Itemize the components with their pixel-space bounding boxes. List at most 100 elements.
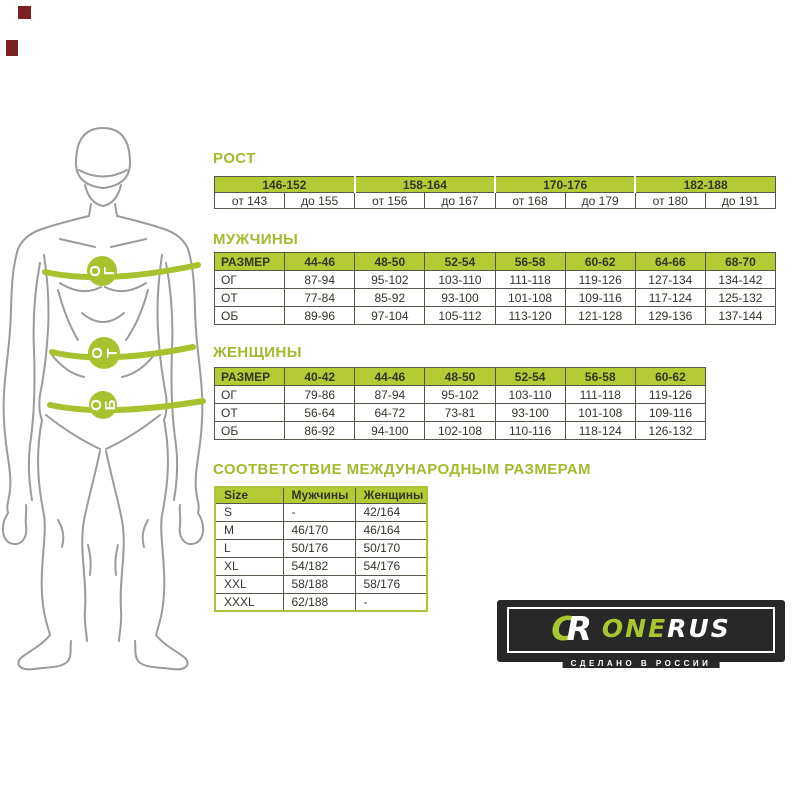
table-cell: 54/176 <box>354 556 428 576</box>
table-row: ОГ 87-94 95-102 103-110 111-118 119-126 127-13… <box>213 270 777 289</box>
table-cell: S <box>214 502 284 522</box>
international-sizes-table: Size Мужчины Женщины S -42/164 M 46/170 46/164… <box>214 486 428 612</box>
table-cell: 46/164 <box>354 520 428 540</box>
table-cell: 62/188 <box>282 592 356 612</box>
women-section-title: ЖЕНЩИНЫ <box>213 344 302 361</box>
table-cell: 110-116 <box>494 421 566 440</box>
table-cell: 118-124 <box>564 421 636 440</box>
waist-label-letter: О <box>89 347 106 359</box>
table-cell: M <box>214 520 284 540</box>
table-cell: 111-118 <box>494 270 566 289</box>
table-header-cell: 68-70 <box>704 252 777 271</box>
table-cell: 77-84 <box>284 288 356 307</box>
table-cell: 119-126 <box>564 270 636 289</box>
table-row: L 50/176 50/170 <box>214 538 428 558</box>
table-cell: 97-104 <box>354 306 426 325</box>
table-cell: от 168 <box>494 192 566 209</box>
table-cell: 93-100 <box>424 288 496 307</box>
table-cell: 73-81 <box>424 403 496 422</box>
table-header-cell: 158-164 <box>353 176 497 193</box>
table-cell: 85-92 <box>354 288 426 307</box>
table-cell: - <box>282 502 356 522</box>
table-header-cell: 52-54 <box>424 252 496 271</box>
logo-frame <box>507 607 775 653</box>
table-cell: XXXL <box>214 592 284 612</box>
intl-table-header: Size Мужчины Женщины <box>214 486 428 504</box>
waist-badge <box>88 337 120 369</box>
table-cell: 129-136 <box>634 306 706 325</box>
table-row: ОГ 79-86 87-94 95-102 103-110 111-118 119-126 <box>213 385 707 404</box>
table-cell: 42/164 <box>354 502 428 522</box>
table-cell: до 179 <box>564 192 636 209</box>
table-header-cell: Size <box>214 486 284 504</box>
table-cell: от 156 <box>354 192 426 209</box>
table-cell: ОТ <box>213 288 286 307</box>
hips-label-letter: Б <box>102 399 119 410</box>
table-cell: 87-94 <box>284 270 356 289</box>
table-row: XL 54/182 54/176 <box>214 556 428 576</box>
table-row: XXXL 62/188- <box>214 592 428 612</box>
height-table-header: 146-152 158-164 170-176 182-188 <box>213 176 777 193</box>
table-row: ОТ 77-84 85-92 93-100 101-108 109-116 117-124 1… <box>213 288 777 307</box>
table-cell: 93-100 <box>494 403 566 422</box>
table-header-cell: 170-176 <box>493 176 637 193</box>
table-cell: 113-120 <box>494 306 566 325</box>
table-row: ОБ 86-92 94-100 102-108 110-116 118-124 126-13… <box>213 421 707 440</box>
table-header-cell: 182-188 <box>634 176 777 193</box>
measurement-badges: О Г О Т О Б <box>87 256 121 419</box>
table-header-cell: 48-50 <box>354 252 426 271</box>
table-cell: 58/188 <box>282 574 356 594</box>
table-cell: 95-102 <box>424 385 496 404</box>
table-header-cell: 64-66 <box>634 252 706 271</box>
table-cell: 86-92 <box>284 421 356 440</box>
table-cell: от 180 <box>634 192 706 209</box>
table-cell: 101-108 <box>564 403 636 422</box>
table-header-row: РАЗМЕР 40-42 44-46 48-50 52-54 56-58 60-62 <box>213 367 707 386</box>
hips-label-letter: О <box>88 399 105 411</box>
table-cell: 50/176 <box>282 538 356 558</box>
figure-outline <box>2 126 204 671</box>
table-header-cell: 56-58 <box>494 252 566 271</box>
intl-table-body: S -42/164 M 46/170 46/164 L 50/176 50/170 XL 54/1… <box>214 502 428 612</box>
chest-band <box>42 262 201 281</box>
table-cell: ОТ <box>213 403 286 422</box>
table-header-cell: 60-62 <box>634 367 707 386</box>
chest-label-letter: Г <box>101 266 118 275</box>
logo-tagline: СДЕЛАНО В РОССИИ <box>562 659 720 668</box>
table-cell: 101-108 <box>494 288 566 307</box>
table-cell: до 155 <box>284 192 356 209</box>
table-cell: 109-116 <box>564 288 636 307</box>
table-header-cell: РАЗМЕР <box>213 252 286 271</box>
table-cell: 103-110 <box>494 385 566 404</box>
table-cell: от 143 <box>213 192 286 209</box>
table-cell: 56-64 <box>284 403 356 422</box>
table-header-cell: 44-46 <box>354 367 426 386</box>
table-cell: 134-142 <box>704 270 777 289</box>
table-row: M 46/170 46/164 <box>214 520 428 540</box>
table-cell: 79-86 <box>284 385 356 404</box>
table-cell: ОБ <box>213 421 286 440</box>
table-cell: 102-108 <box>424 421 496 440</box>
logo-monogram-c: C <box>551 608 576 648</box>
table-header-cell: Мужчины <box>282 486 356 504</box>
height-table: 146-152 158-164 170-176 182-188 от 143 до 15… <box>213 176 777 209</box>
women-table-body: ОГ 79-86 87-94 95-102 103-110 111-118 119-126 О… <box>213 385 707 440</box>
table-cell: 50/170 <box>354 538 428 558</box>
table-header-row: Size Мужчины Женщины <box>214 486 428 504</box>
table-cell: 137-144 <box>704 306 777 325</box>
table-header-cell: 48-50 <box>424 367 496 386</box>
table-cell: 46/170 <box>282 520 356 540</box>
table-cell: - <box>354 592 428 612</box>
table-cell: 54/182 <box>282 556 356 576</box>
table-cell: ОГ <box>213 270 286 289</box>
table-cell: 117-124 <box>634 288 706 307</box>
men-section-title: МУЖЧИНЫ <box>213 231 299 248</box>
table-cell: XXL <box>214 574 284 594</box>
waist-label-letter: Т <box>104 348 121 357</box>
table-cell: 64-72 <box>354 403 426 422</box>
table-row: XXL 58/188 58/176 <box>214 574 428 594</box>
table-cell: ОГ <box>213 385 286 404</box>
logo-wordmark: C R ONE RUS <box>497 602 785 654</box>
table-cell: 58/176 <box>354 574 428 594</box>
table-row: ОБ 89-96 97-104 105-112 113-120 121-128 129-13… <box>213 306 777 325</box>
